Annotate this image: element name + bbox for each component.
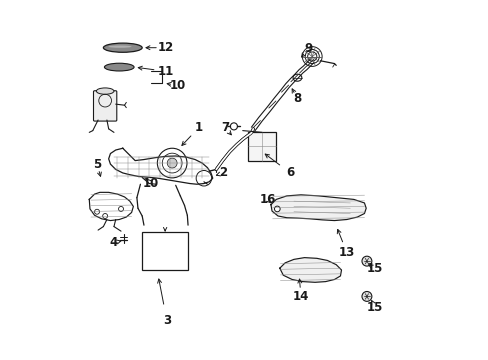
Circle shape — [167, 158, 177, 168]
Text: 9: 9 — [303, 42, 311, 55]
Text: 10: 10 — [142, 177, 159, 190]
Text: 15: 15 — [366, 262, 383, 275]
Text: 16: 16 — [259, 193, 275, 206]
Ellipse shape — [103, 43, 142, 52]
Polygon shape — [270, 195, 366, 221]
Circle shape — [274, 206, 280, 212]
Circle shape — [102, 213, 107, 219]
Circle shape — [361, 256, 371, 266]
Text: 3: 3 — [163, 314, 171, 327]
Text: 14: 14 — [292, 290, 308, 303]
Bar — [247, 132, 276, 161]
Circle shape — [361, 292, 371, 301]
Text: 4: 4 — [110, 236, 118, 249]
Text: 15: 15 — [366, 301, 383, 314]
Text: 1: 1 — [194, 121, 203, 134]
Ellipse shape — [96, 88, 114, 94]
Bar — [142, 232, 188, 270]
Text: 12: 12 — [158, 41, 174, 54]
Text: 6: 6 — [285, 166, 294, 179]
Circle shape — [94, 209, 99, 214]
Text: 13: 13 — [338, 246, 354, 259]
Text: 8: 8 — [293, 93, 301, 105]
Polygon shape — [279, 258, 341, 282]
Text: 10: 10 — [169, 79, 185, 92]
Ellipse shape — [108, 45, 131, 48]
Text: 2: 2 — [219, 166, 227, 179]
Text: 7: 7 — [221, 121, 229, 134]
Text: 11: 11 — [158, 65, 174, 78]
Ellipse shape — [104, 63, 134, 71]
Circle shape — [118, 207, 123, 211]
Text: 5: 5 — [93, 158, 101, 171]
FancyBboxPatch shape — [93, 91, 117, 121]
